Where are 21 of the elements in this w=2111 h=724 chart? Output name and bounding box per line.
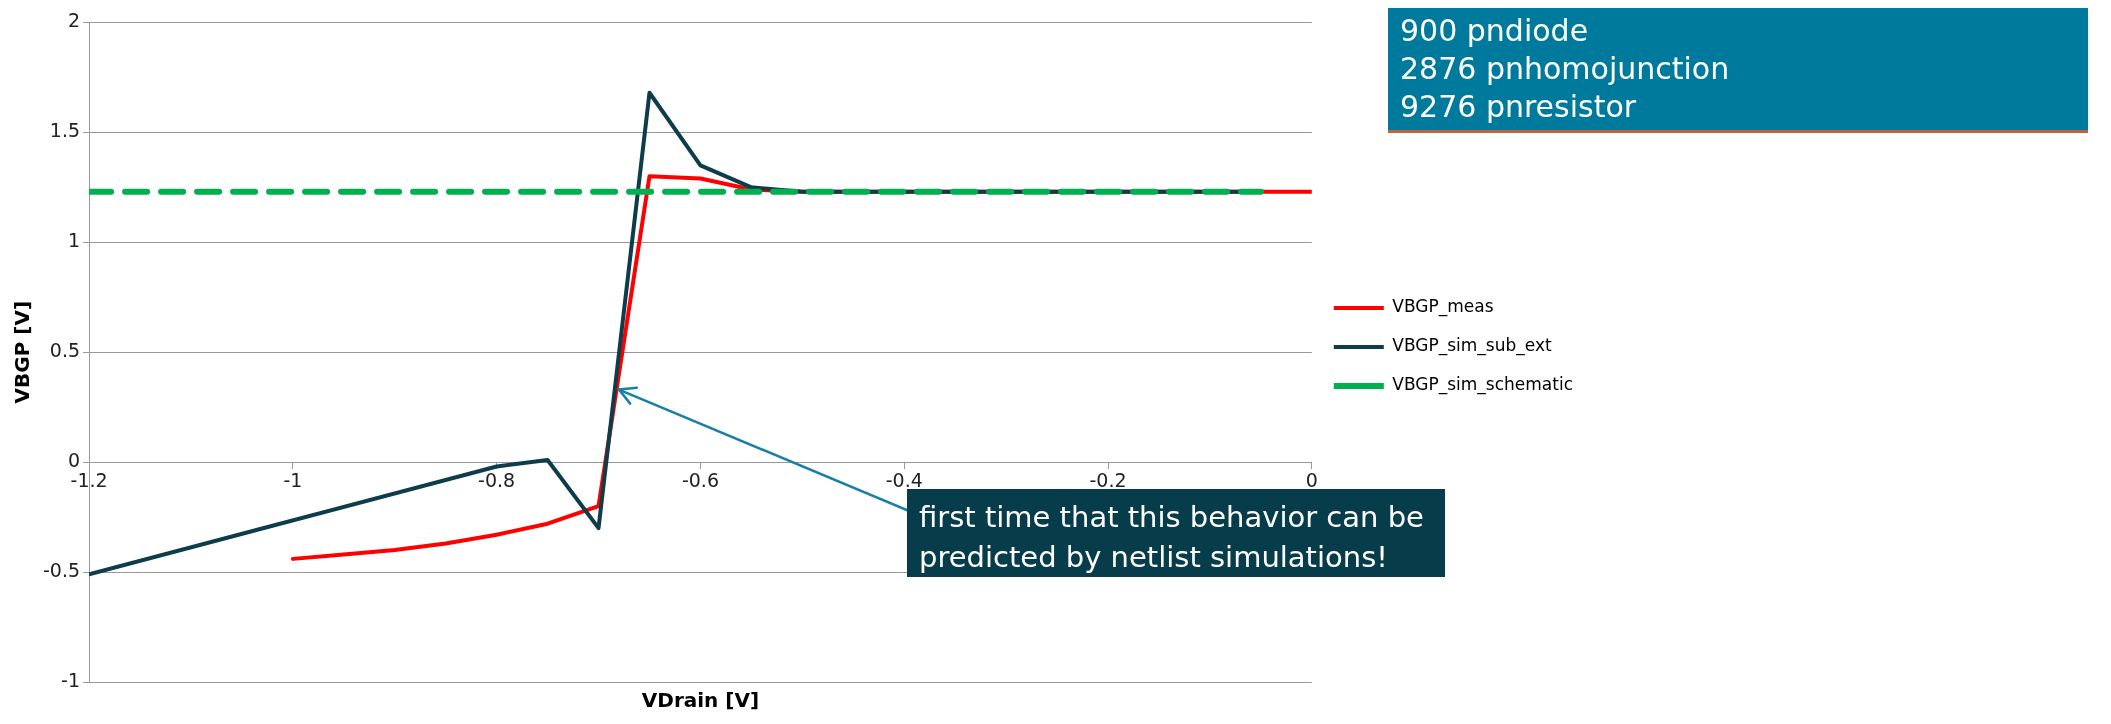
annotation: first time that this behavior can be predicted by netlist simulations! <box>919 500 1424 574</box>
y-axis-title: VBGP [V] <box>10 300 35 404</box>
legend-label: VBGP_sim_schematic <box>1392 374 1574 396</box>
x-tick-label: -0.2 <box>1089 469 1127 492</box>
x-axis-title: VDrain [V] <box>641 688 760 713</box>
y-tick-label: -0.5 <box>42 559 81 581</box>
legend-label: VBGP_sim_sub_ext <box>1392 335 1552 357</box>
y-tick-label: 1.5 <box>49 119 81 142</box>
x-tick-label: 0 <box>1305 469 1318 492</box>
y-tick-label: 0.5 <box>49 339 81 362</box>
y-tick-label: 0 <box>67 449 81 472</box>
x-tick-label: -1.2 <box>70 469 108 492</box>
y-tick-label: 1 <box>67 229 81 252</box>
x-tick-label: -1 <box>283 469 303 492</box>
x-tick-label: -0.8 <box>478 469 516 492</box>
y-tick-label: -1 <box>61 668 81 691</box>
x-tick-label: -0.4 <box>885 469 923 492</box>
y-tick-label: 2 <box>67 9 81 32</box>
note-box: 900 pndiode 2876 pnhomojunction 9276 pnresistor <box>1388 8 2088 133</box>
x-tick-label: -0.6 <box>681 469 719 492</box>
legend-label: VBGP_meas <box>1392 296 1494 318</box>
